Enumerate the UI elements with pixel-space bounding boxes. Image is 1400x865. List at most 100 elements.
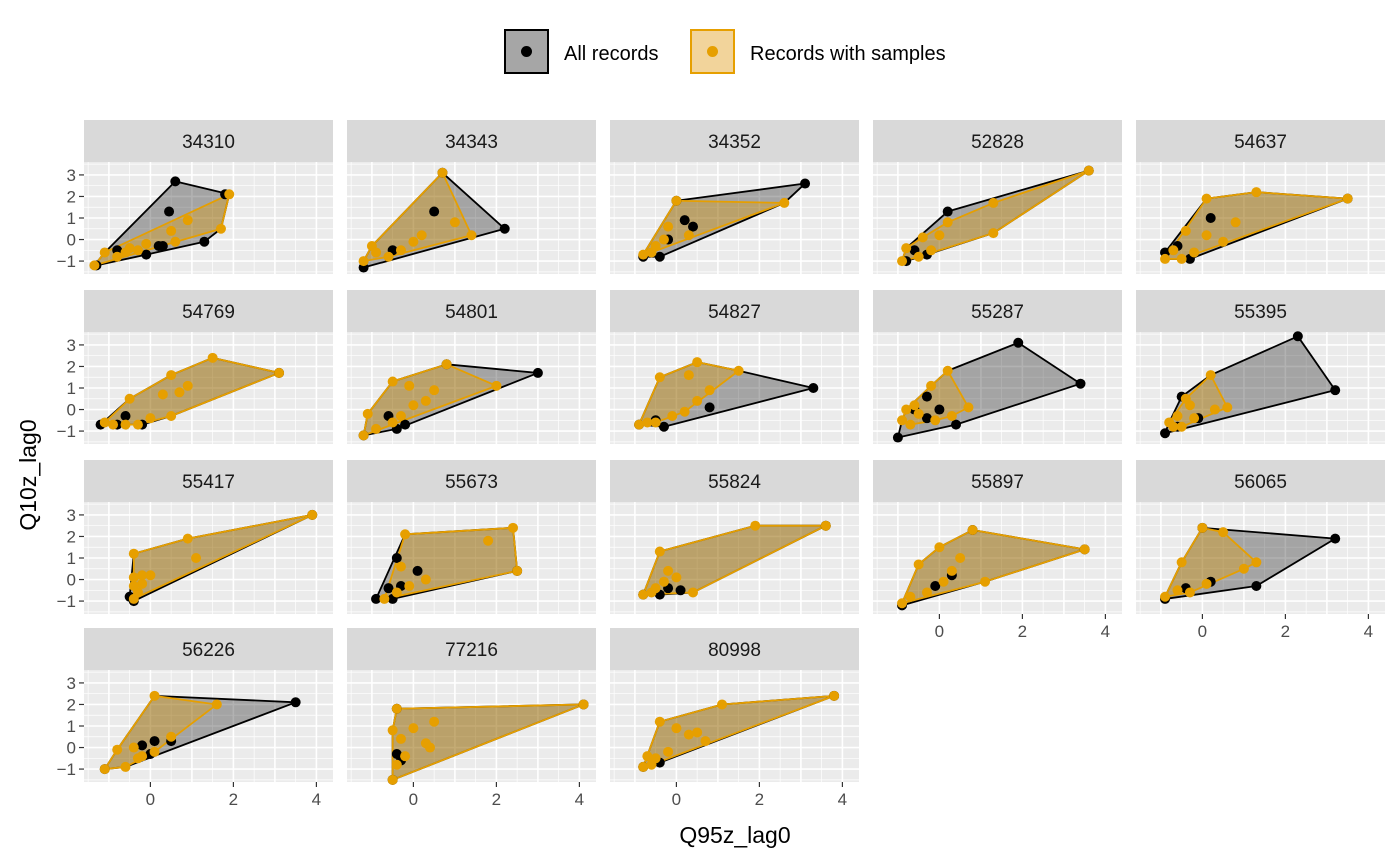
point-all-records [658,421,669,432]
point-records-with-samples [913,251,924,262]
facet-panel-34310: 34310 [84,120,333,274]
point-all-records [942,206,953,217]
panel-grid [1136,332,1385,444]
y-axis-title: Q10z_lag0 [15,419,41,530]
point-records-with-samples [704,385,715,396]
point-records-with-samples [404,581,415,591]
point-records-with-samples [404,380,415,391]
point-records-with-samples [692,727,703,738]
x-tick-label: 0 [1198,622,1207,641]
point-records-with-samples [683,370,694,381]
axes: 3 2 1 0 −1 3 2 1 0 −1 3 2 1 0 −1 0 2 4 0 2 4 3 2 1 0 −1 0 2 4 0 2 4 0 2 4 [57,166,1374,809]
point-records-with-samples [395,561,406,572]
point-records-with-samples [387,376,398,387]
x-tick-label: 4 [1101,622,1110,641]
point-records-with-samples [120,761,131,772]
facet-strip-label: 55673 [445,472,498,493]
y-tick-label: 3 [67,336,76,355]
point-records-with-samples [391,703,402,714]
point-records-with-samples [663,221,674,232]
y-tick-label: 0 [67,231,76,250]
point-records-with-samples [149,690,160,701]
point-records-with-samples [638,589,649,600]
point-records-with-samples [128,548,139,559]
facet-panel-52828: 52828 [873,120,1122,274]
point-records-with-samples [909,400,920,411]
point-records-with-samples [897,415,908,426]
point-records-with-samples [913,408,924,419]
x-tick-label: 0 [146,790,155,809]
legend: All records Records with samples [504,29,946,74]
point-records-with-samples [391,587,402,598]
point-all-records [679,215,690,226]
point-records-with-samples [211,699,222,710]
point-records-with-samples [1176,557,1187,568]
point-all-records [383,583,394,594]
facet-panel-56065: 56065 [1136,460,1385,614]
panel-grid [84,502,333,614]
point-records-with-samples [642,417,653,428]
point-records-with-samples [1251,187,1262,198]
point-all-records [1292,331,1303,342]
point-records-with-samples [1172,411,1183,421]
y-tick-label: 2 [67,357,76,376]
point-all-records [921,413,932,424]
y-tick-label: 0 [67,571,76,590]
point-records-with-samples [166,731,177,742]
point-records-with-samples [483,535,494,546]
facet-strip-label: 54801 [445,302,498,323]
point-records-with-samples [420,574,431,585]
point-records-with-samples [120,419,131,430]
point-records-with-samples [383,251,394,262]
y-tick-label: −1 [57,422,76,441]
point-records-with-samples [921,587,932,598]
point-records-with-samples [128,572,139,583]
panel-grid [610,162,859,274]
panel-grid [347,332,596,444]
point-records-with-samples [132,419,143,430]
point-all-records [1013,337,1024,348]
point-records-with-samples [149,746,160,757]
facet-panel-80998: 80998 [610,628,859,782]
point-records-with-samples [307,509,318,520]
facet-strip [1136,290,1385,332]
point-records-with-samples [1222,402,1233,413]
facet-strip [347,290,596,332]
point-records-with-samples [1209,404,1220,415]
point-all-records [164,206,175,217]
point-records-with-samples [429,716,440,727]
facet-strip-label: 55417 [182,472,235,493]
point-records-with-samples [408,400,419,411]
point-all-records [1330,385,1341,396]
y-tick-label: −1 [57,592,76,611]
point-records-with-samples [128,581,139,591]
point-all-records [120,411,131,421]
point-all-records [930,581,941,591]
point-records-with-samples [901,404,912,415]
point-records-with-samples [1083,165,1094,176]
point-records-with-samples [166,225,177,236]
point-records-with-samples [679,406,690,417]
y-tick-label: 1 [67,209,76,228]
point-records-with-samples [946,565,957,576]
point-records-with-samples [391,759,402,770]
facet-strip-label: 56065 [1234,472,1287,493]
point-records-with-samples [215,223,226,234]
point-records-with-samples [182,215,193,226]
point-all-records [1075,378,1086,389]
point-all-records [170,176,181,187]
point-all-records [934,404,945,415]
facet-strip [610,628,859,670]
point-records-with-samples [1180,393,1191,404]
point-records-with-samples [429,385,440,396]
facet-strip-label: 34352 [708,132,761,153]
point-records-with-samples [99,247,110,258]
facet-panel-55824: 55824 [610,460,859,614]
point-records-with-samples [663,746,674,757]
point-records-with-samples [1176,421,1187,432]
point-all-records [704,402,715,413]
point-all-records [532,367,543,378]
facet-strip [873,290,1122,332]
facet-panel-55287: 55287 [873,290,1122,444]
point-all-records [1330,533,1341,544]
